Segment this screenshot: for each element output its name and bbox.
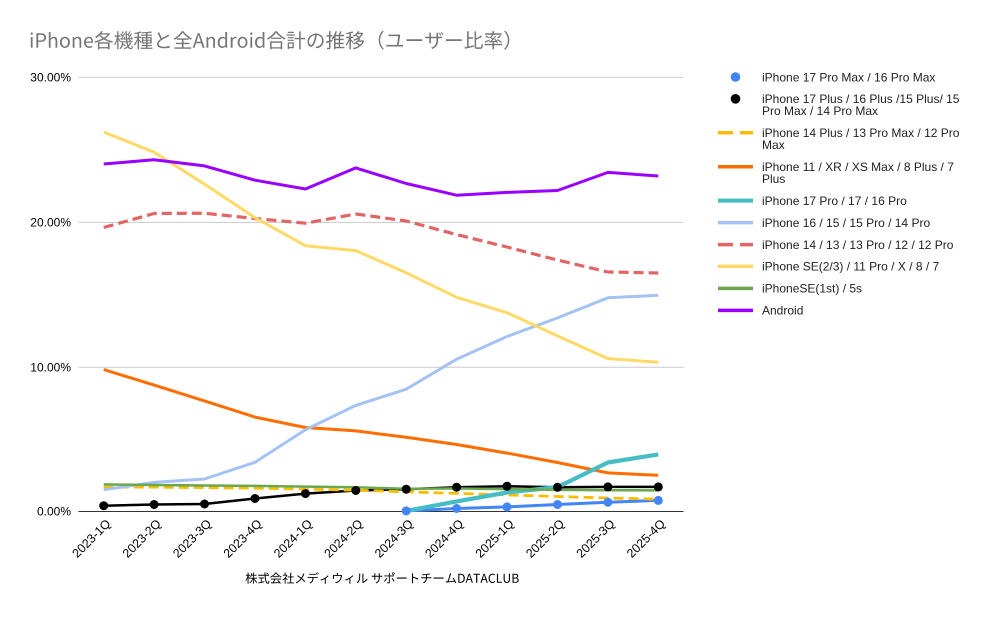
svg-text:iPhone 11 / XR / XS Max / 8 Pl: iPhone 11 / XR / XS Max / 8 Plus / 7 — [762, 160, 954, 174]
svg-text:Pro Max / 14 Pro Max: Pro Max / 14 Pro Max — [762, 104, 878, 118]
svg-text:Max: Max — [762, 138, 785, 152]
svg-text:30.00%: 30.00% — [30, 71, 71, 85]
svg-text:Plus: Plus — [762, 172, 785, 186]
svg-text:iPhoneSE(1st) / 5s: iPhoneSE(1st) / 5s — [762, 282, 862, 296]
svg-text:iPhone 14 Plus / 13 Pro Max /: iPhone 14 Plus / 13 Pro Max / 12 Pro — [762, 126, 960, 140]
svg-text:0.00%: 0.00% — [37, 504, 71, 518]
svg-text:iPhone 17 Plus / 16 Plus /15 P: iPhone 17 Plus / 16 Plus /15 Plus/ 15 — [762, 92, 960, 106]
svg-text:iPhone 14 / 13 / 13 Pro / 12 /: iPhone 14 / 13 / 13 Pro / 12 / 12 Pro — [762, 238, 954, 252]
svg-text:Android: Android — [762, 304, 803, 318]
svg-text:iPhone 17 Pro Max / 16 Pro Max: iPhone 17 Pro Max / 16 Pro Max — [762, 70, 935, 84]
svg-text:10.00%: 10.00% — [30, 361, 71, 375]
svg-text:iPhone 16 / 15 / 15 Pro / 14 P: iPhone 16 / 15 / 15 Pro / 14 Pro — [762, 216, 930, 230]
svg-text:iPhone 17 Pro / 17 / 16 Pro: iPhone 17 Pro / 17 / 16 Pro — [762, 194, 907, 208]
svg-text:iPhone SE(2/3) / 11 Pro / X /: iPhone SE(2/3) / 11 Pro / X / 8 / 7 — [762, 260, 940, 274]
svg-text:20.00%: 20.00% — [30, 216, 71, 230]
